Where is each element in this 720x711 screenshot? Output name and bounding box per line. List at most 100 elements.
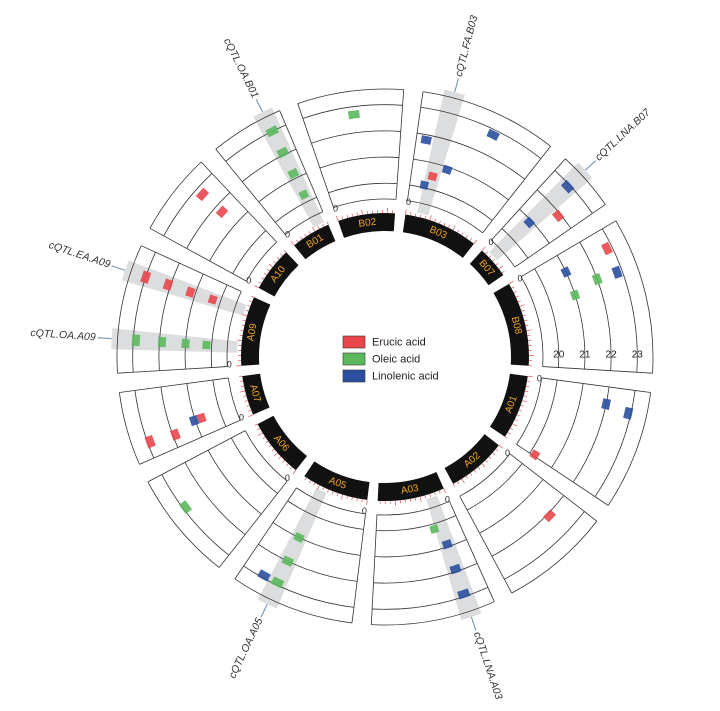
- grid-arc: [512, 521, 597, 593]
- position-tick: [293, 470, 296, 474]
- grid-arc: [320, 157, 399, 168]
- position-tick: [248, 415, 253, 417]
- position-tick: [526, 325, 529, 326]
- position-tick: [296, 240, 298, 242]
- position-tick: [522, 401, 527, 403]
- qtl-mark: [348, 110, 360, 119]
- position-tick: [434, 492, 435, 495]
- qtl-mark: [196, 188, 209, 202]
- position-tick: [240, 381, 243, 382]
- legend-label: Erucic acid: [372, 336, 426, 348]
- position-tick: [246, 310, 249, 311]
- position-tick: [524, 320, 527, 321]
- position-tick: [482, 247, 485, 251]
- qtl-band: [426, 496, 481, 621]
- grid-arc: [213, 380, 226, 427]
- position-tick: [242, 325, 245, 326]
- position-tick: [510, 428, 513, 429]
- position-tick: [485, 460, 487, 462]
- position-tick: [516, 296, 519, 297]
- sector-edge: [139, 420, 240, 464]
- sector-edge: [219, 481, 287, 567]
- grid-arc: [185, 462, 245, 534]
- qtl-mark: [145, 435, 156, 448]
- position-tick: [478, 467, 480, 469]
- position-tick: [327, 222, 328, 225]
- position-tick: [513, 424, 517, 426]
- position-tick: [453, 484, 454, 487]
- qtl-leader: [256, 99, 262, 112]
- position-tick: [266, 441, 268, 443]
- position-tick: [462, 233, 464, 236]
- position-tick: [300, 237, 302, 239]
- position-tick: [518, 301, 521, 302]
- qtl-label: cQTL.FA.B03: [453, 14, 481, 78]
- position-tick: [439, 221, 440, 224]
- position-tick: [357, 213, 358, 216]
- qtl-label: cQTL.LNA.B07: [593, 106, 654, 164]
- qtl-mark: [421, 135, 432, 145]
- position-tick: [415, 498, 416, 501]
- position-tick: [282, 460, 284, 462]
- position-tick: [305, 234, 307, 237]
- position-tick: [255, 424, 258, 425]
- grid-arc: [119, 393, 139, 465]
- qtl-label: cQTL.EA.A09: [47, 239, 112, 271]
- position-tick: [470, 473, 472, 475]
- position-tick: [420, 497, 421, 502]
- position-tick: [523, 315, 526, 316]
- position-tick: [352, 214, 353, 217]
- sector-edge: [543, 367, 653, 374]
- position-tick: [425, 495, 426, 498]
- qtl-band: [122, 260, 247, 315]
- position-tick: [274, 261, 276, 263]
- position-tick: [489, 457, 491, 459]
- position-tick: [272, 449, 274, 451]
- qtl-mark: [216, 206, 228, 219]
- position-tick: [286, 464, 288, 466]
- position-tick: [493, 259, 495, 261]
- qtl-label: cQTL.OA.A05: [227, 616, 266, 680]
- qtl-leader: [455, 78, 459, 92]
- position-tick: [502, 271, 504, 273]
- position-tick: [317, 485, 319, 489]
- position-tick: [430, 494, 431, 497]
- position-tick: [327, 489, 328, 492]
- qtl-band: [417, 90, 465, 216]
- r-tick-label: 21: [579, 350, 591, 361]
- position-tick: [474, 470, 476, 472]
- position-tick: [362, 210, 363, 215]
- qtl-mark: [601, 242, 613, 256]
- qtl-mark: [442, 165, 453, 175]
- position-tick-label: 0: [362, 506, 367, 516]
- position-tick: [425, 216, 426, 219]
- position-tick: [341, 495, 342, 500]
- position-tick: [323, 224, 324, 227]
- position-tick: [457, 230, 459, 233]
- position-tick: [519, 410, 522, 411]
- sector-edge: [510, 454, 597, 521]
- position-tick: [284, 250, 286, 252]
- sector-edge: [150, 228, 246, 281]
- position-tick: [314, 483, 315, 486]
- position-tick: [312, 227, 314, 231]
- position-tick: [439, 490, 440, 493]
- qtl-mark: [158, 337, 167, 348]
- position-tick: [240, 330, 243, 331]
- position-tick: [269, 264, 273, 267]
- sector-edge: [352, 514, 366, 623]
- r-tick-label: 20: [553, 350, 565, 361]
- position-tick: [430, 215, 432, 220]
- position-tick: [347, 215, 348, 218]
- grid-arc: [551, 383, 583, 467]
- position-tick: [509, 281, 513, 284]
- position-tick: [405, 210, 406, 215]
- position-tick: [526, 386, 529, 387]
- position-tick: [444, 223, 445, 226]
- position-tick: [305, 478, 307, 481]
- qtl-leader: [112, 266, 125, 270]
- position-tick: [410, 212, 411, 215]
- position-tick: [237, 340, 242, 341]
- position-tick: [522, 310, 525, 311]
- position-tick: [243, 320, 246, 321]
